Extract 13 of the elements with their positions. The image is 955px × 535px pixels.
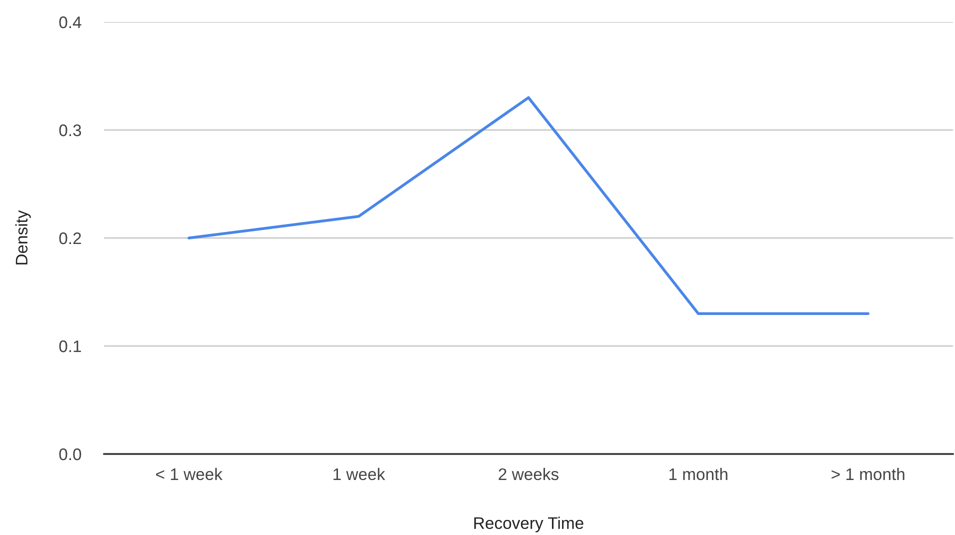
y-axis-title: Density <box>15 210 31 264</box>
y-tick-label: 0.3 <box>59 124 82 136</box>
x-axis-title: Recovery Time <box>474 516 584 532</box>
line-series <box>188 96 870 315</box>
x-tick-label: < 1 week <box>156 468 223 480</box>
x-tick-label: 1 week <box>334 468 386 480</box>
y-tick-label: 0.1 <box>59 340 81 352</box>
x-tick-label: 2 weeks <box>498 468 558 480</box>
y-tick-label: 0.0 <box>59 448 82 460</box>
y-tick-label: 0.4 <box>59 16 82 28</box>
x-tick-label: > 1 month <box>832 468 904 480</box>
y-tick-label: 0.2 <box>59 232 81 244</box>
x-tick-label: 1 month <box>669 468 728 480</box>
